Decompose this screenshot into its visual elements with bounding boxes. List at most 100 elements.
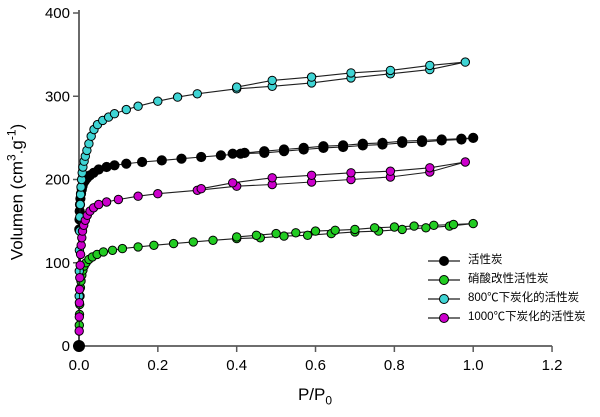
data-point-marker-series-2 xyxy=(121,104,132,115)
data-point-marker-series-2 xyxy=(346,68,356,78)
data-point-marker-series-1 xyxy=(397,224,407,235)
data-point-marker-series-1 xyxy=(350,224,360,235)
data-point-marker-series-1 xyxy=(168,238,179,249)
data-point-marker-series-0 xyxy=(137,156,148,168)
y-tick-label: 0 xyxy=(62,338,70,355)
data-point-marker-series-0 xyxy=(436,134,447,145)
data-point-marker-series-0 xyxy=(227,148,238,159)
data-point-marker-series-3 xyxy=(74,312,85,322)
data-point-marker-series-0 xyxy=(318,141,329,152)
data-point-marker-series-3 xyxy=(75,260,85,270)
x-tick-label: 0.2 xyxy=(147,357,168,374)
legend-marker-icon-3 xyxy=(428,312,460,323)
y-tick-label: 100 xyxy=(45,255,70,272)
data-point-marker-series-0 xyxy=(259,146,270,157)
data-point-marker-series-2 xyxy=(109,109,120,119)
x-tick-label: 0.8 xyxy=(384,357,405,374)
data-point-marker-series-0 xyxy=(377,137,388,148)
data-point-marker-series-1 xyxy=(98,247,109,257)
data-point-marker-series-1 xyxy=(409,221,419,231)
legend-label-2: 800℃下炭化的活性炭 xyxy=(468,291,580,304)
data-point-marker-series-0 xyxy=(416,135,428,146)
data-point-marker-series-3 xyxy=(74,298,85,308)
x-axis-title-text: P/P xyxy=(297,385,326,404)
data-point-marker-series-2 xyxy=(306,72,317,82)
y-axis-title-sup-3: 3 xyxy=(4,154,19,162)
data-point-marker-series-0 xyxy=(397,136,408,147)
data-point-marker-series-1 xyxy=(421,223,431,233)
legend-item-3: 1000℃下炭化的活性炭 xyxy=(427,308,586,327)
data-point-marker-series-3 xyxy=(113,194,124,205)
x-tick-label: 0.4 xyxy=(226,357,247,374)
data-point-marker-series-1 xyxy=(330,225,340,236)
x-tick-label: 0.6 xyxy=(305,357,326,374)
data-point-marker-series-2 xyxy=(172,92,183,102)
data-point-marker-series-3 xyxy=(425,163,435,173)
data-point-marker-series-3 xyxy=(228,178,238,188)
legend: 活性炭硝酸改性活性炭 800℃下炭化的活性炭 1000℃下炭化的活性炭 xyxy=(427,251,586,327)
y-axis-title: Volumen (cm3.g-1) xyxy=(5,124,28,260)
data-point-marker-series-1 xyxy=(149,240,159,251)
data-point-marker-series-0 xyxy=(156,155,167,166)
data-point-marker-series-3 xyxy=(74,284,85,295)
data-point-marker-series-3 xyxy=(153,189,163,199)
data-point-marker-series-2 xyxy=(75,199,85,210)
y-axis-title-mid: .g xyxy=(7,140,27,155)
legend-label-1: 硝酸改性活性炭 xyxy=(468,272,549,285)
data-point-marker-series-0 xyxy=(298,142,309,153)
data-point-marker-series-3 xyxy=(75,273,85,283)
y-tick-label: 200 xyxy=(45,172,70,189)
data-point-marker-series-1 xyxy=(279,231,289,241)
data-point-marker-series-0 xyxy=(338,140,349,151)
data-point-marker-series-1 xyxy=(133,242,143,252)
data-point-marker-series-0 xyxy=(456,133,467,144)
data-point-marker-series-3 xyxy=(267,173,277,183)
data-point-marker-series-1 xyxy=(369,223,380,233)
legend-label-3: 1000℃下炭化的活性炭 xyxy=(468,310,586,323)
x-axis-title-sub-0: 0 xyxy=(325,393,333,408)
data-point-marker-series-2 xyxy=(133,101,143,111)
data-point-marker-series-1 xyxy=(232,232,242,242)
data-point-marker-series-0 xyxy=(196,151,207,163)
data-point-marker-series-1 xyxy=(117,243,128,254)
x-tick-label: 1.2 xyxy=(542,357,563,374)
data-point-marker-series-2 xyxy=(153,96,163,106)
data-point-marker-series-1 xyxy=(302,230,313,241)
data-point-marker-series-3 xyxy=(94,199,104,210)
data-point-marker-series-3 xyxy=(346,168,356,178)
legend-marker-icon-1 xyxy=(428,274,460,285)
data-point-marker-series-1 xyxy=(251,230,262,241)
legend-marker-icon-2 xyxy=(428,293,460,304)
y-tick-label: 400 xyxy=(45,5,70,22)
data-point-marker-series-2 xyxy=(232,82,242,92)
data-point-marker-series-3 xyxy=(101,197,112,207)
data-point-marker-series-0 xyxy=(215,150,226,161)
legend-item-1: 硝酸改性活性炭 xyxy=(427,270,586,289)
x-axis-title: P/P0 xyxy=(298,385,332,407)
data-point-marker-series-1 xyxy=(429,220,439,231)
legend-marker-icon-0 xyxy=(428,255,460,266)
data-point-marker-series-1 xyxy=(188,237,199,247)
data-point-marker-series-1 xyxy=(208,235,218,246)
data-point-marker-series-3 xyxy=(196,184,206,194)
legend-label-0: 活性炭 xyxy=(468,253,503,266)
data-point-marker-series-2 xyxy=(192,89,203,99)
legend-item-0: 活性炭 xyxy=(427,251,586,270)
data-point-marker-series-3 xyxy=(74,326,84,336)
legend-item-2: 800℃下炭化的活性炭 xyxy=(427,289,586,308)
y-axis-title-sup-minus1: -1 xyxy=(4,129,19,141)
data-point-marker-series-3 xyxy=(306,170,317,181)
data-point-marker-series-0 xyxy=(109,160,120,171)
data-point-marker-series-0 xyxy=(468,132,479,143)
data-point-marker-series-0 xyxy=(239,147,250,158)
data-point-marker-series-1 xyxy=(389,222,400,232)
data-point-marker-series-2 xyxy=(267,75,277,86)
data-point-marker-series-0 xyxy=(357,138,368,149)
data-point-marker-series-0 xyxy=(73,340,85,352)
data-point-marker-series-2 xyxy=(385,65,396,76)
x-tick-label: 0.0 xyxy=(69,357,90,374)
data-point-marker-series-1 xyxy=(271,228,281,239)
y-axis-title-text: Volumen (cm xyxy=(7,161,27,261)
data-point-marker-series-1 xyxy=(468,218,478,229)
